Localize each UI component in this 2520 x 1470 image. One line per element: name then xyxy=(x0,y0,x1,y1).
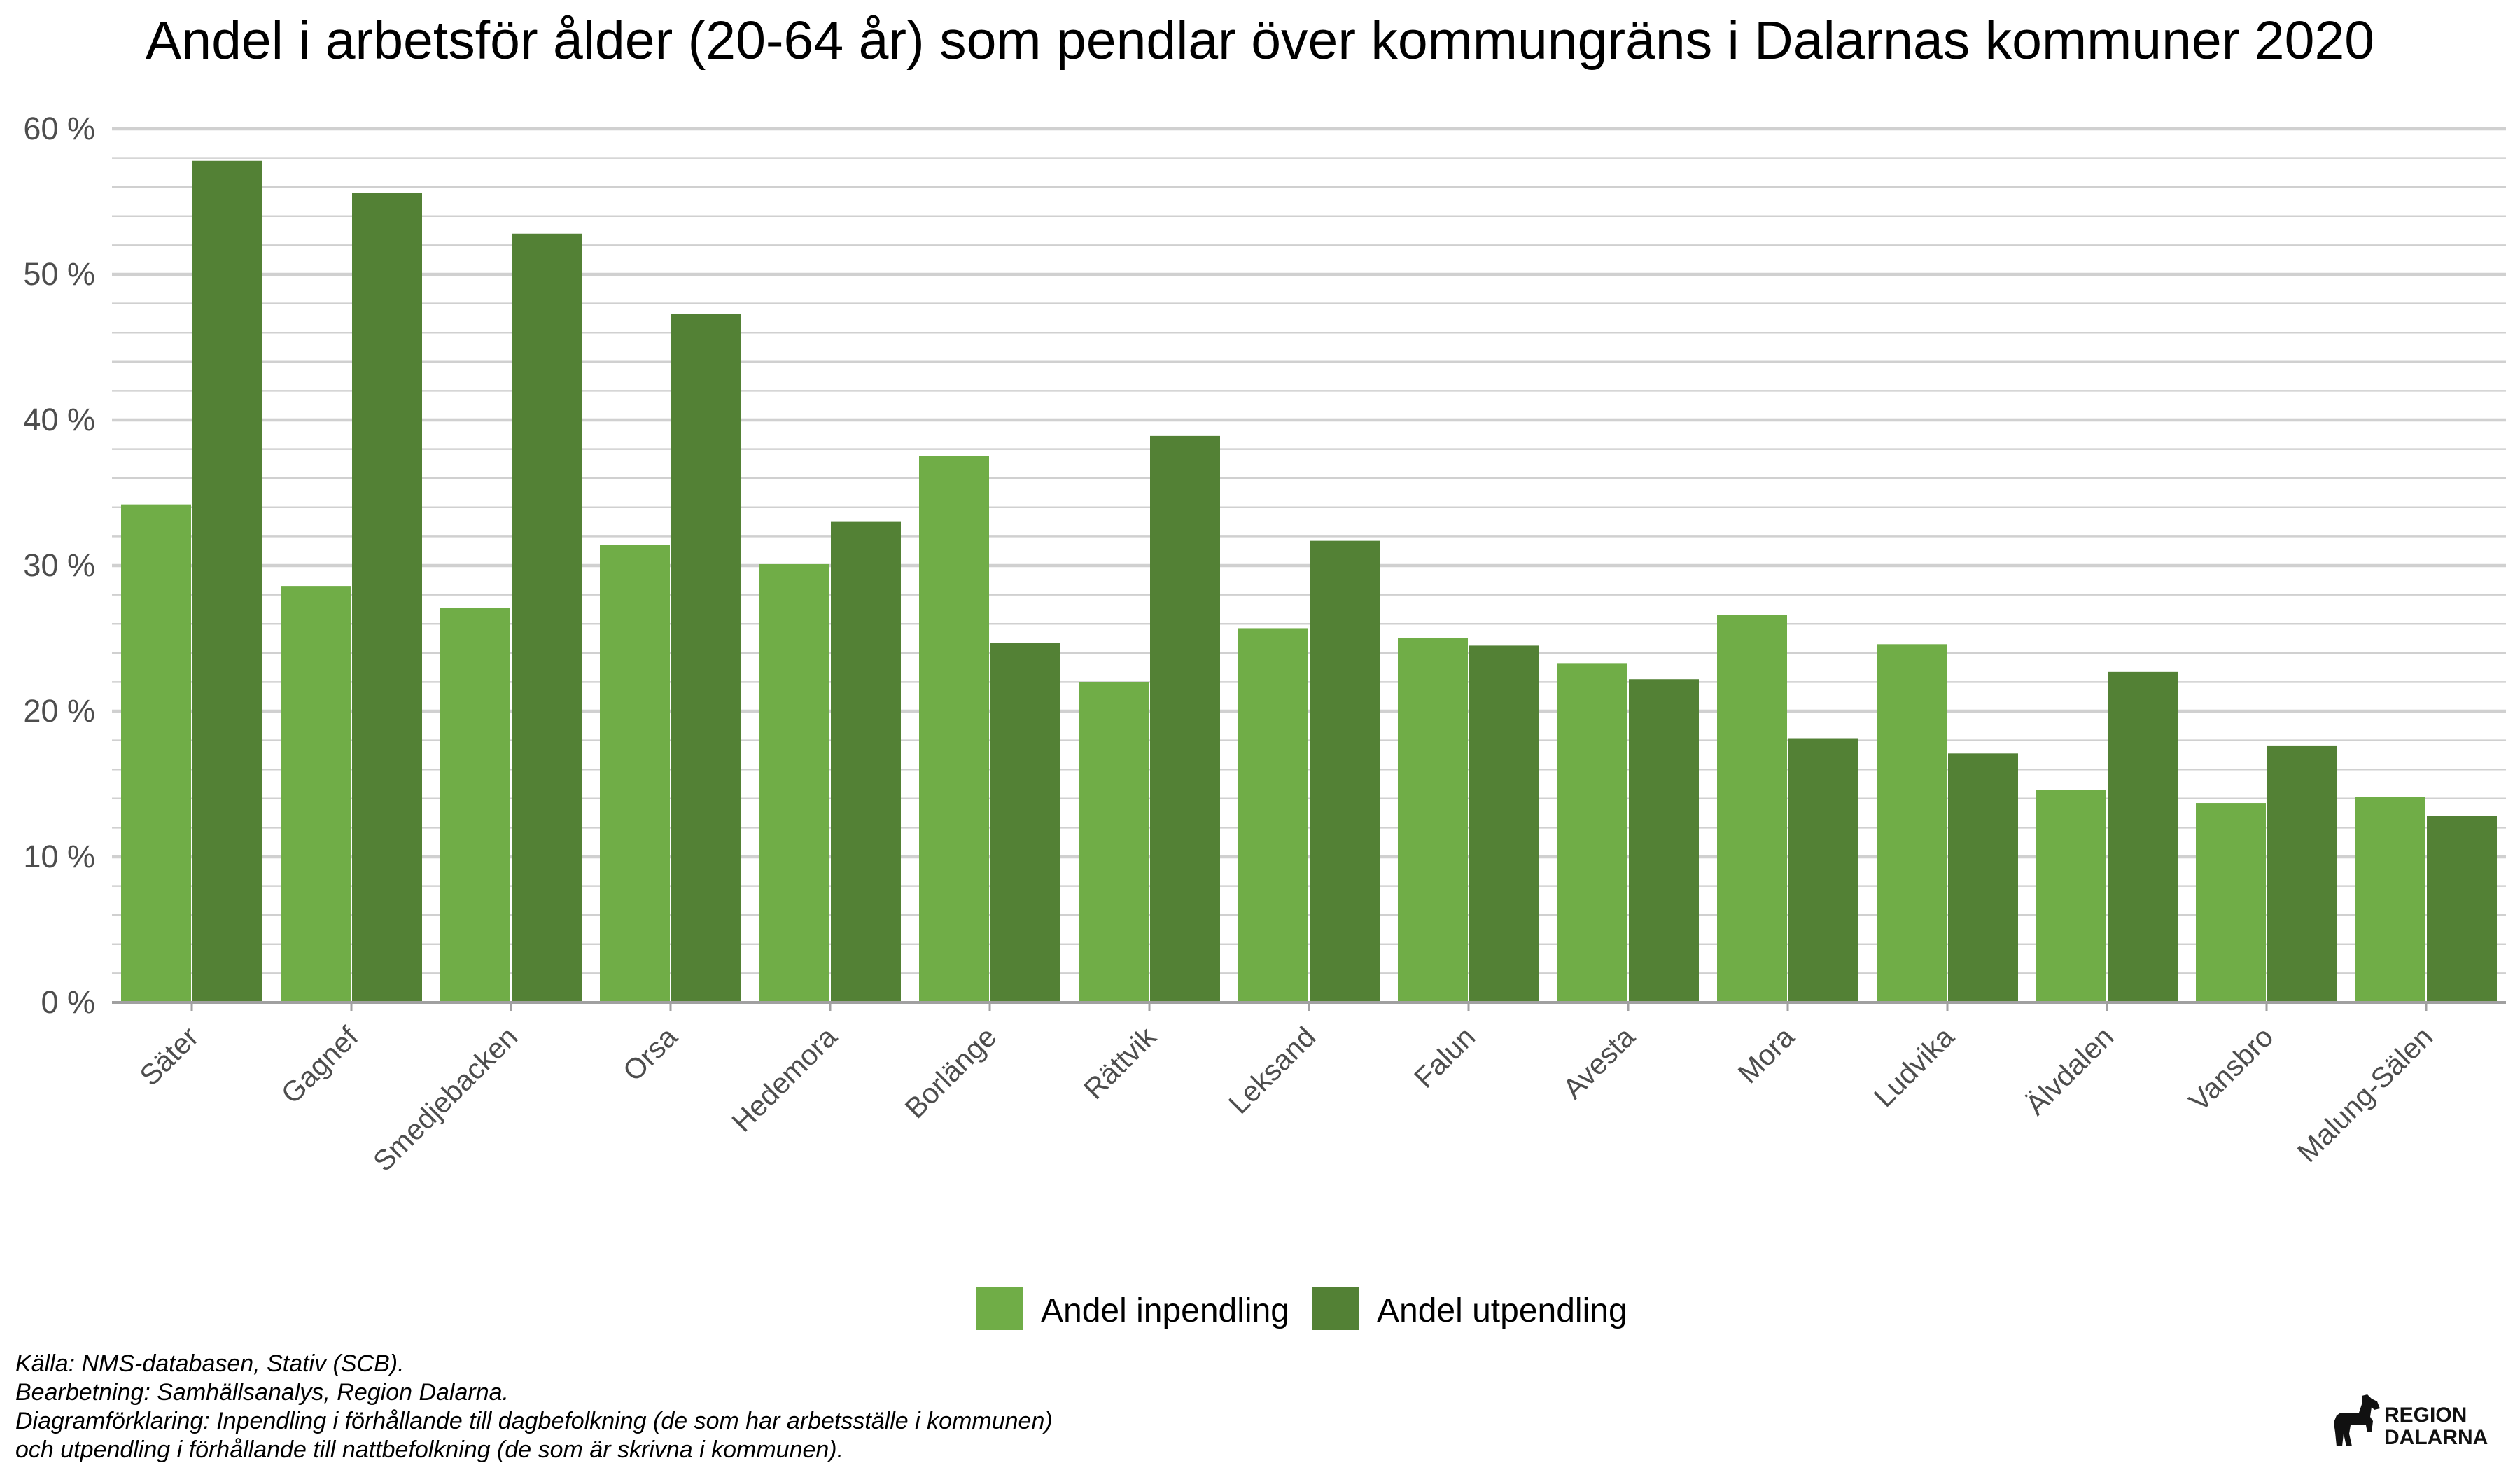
y-tick-label: 50 % xyxy=(23,256,95,292)
legend-label-inpendling: Andel inpendling xyxy=(1041,1292,1289,1329)
x-tick-label: Orsa xyxy=(617,1021,683,1087)
bar-inpendling xyxy=(440,608,510,1002)
chart-title: Andel i arbetsför ålder (20-64 år) som p… xyxy=(145,10,2375,71)
bar-utpendling xyxy=(2267,746,2337,1002)
legend-label-utpendling: Andel utpendling xyxy=(1377,1292,1628,1329)
bar-inpendling xyxy=(2356,797,2426,1002)
bar-inpendling xyxy=(121,504,191,1002)
bar-chart: 0 % 10 % 20 % 30 % 40 % 50 % 60 % Säter Gagnef Sm… xyxy=(23,111,2506,1330)
bar-inpendling xyxy=(281,586,351,1002)
x-tick-label: Mora xyxy=(1732,1021,1801,1090)
legend-swatch-inpendling xyxy=(976,1287,1023,1330)
x-tick-label: Avesta xyxy=(1557,1021,1642,1105)
bars xyxy=(121,160,2497,1002)
bar-utpendling xyxy=(512,233,582,1002)
y-tick-label: 10 % xyxy=(23,839,95,874)
bar-utpendling xyxy=(192,160,262,1002)
region-dalarna-logo: REGION DALARNA xyxy=(2331,1393,2506,1463)
bar-inpendling xyxy=(760,564,830,1002)
x-tick-label: Älvdalen xyxy=(2019,1021,2120,1121)
bar-utpendling xyxy=(1310,540,1380,1002)
x-tick-label: Leksand xyxy=(1222,1021,1322,1120)
bar-inpendling xyxy=(2196,803,2266,1002)
x-tick-label: Malung-Sälen xyxy=(2291,1021,2439,1168)
bar-inpendling xyxy=(1238,628,1308,1002)
bar-inpendling xyxy=(2036,790,2106,1002)
x-tick-label: Hedemora xyxy=(725,1021,843,1138)
bar-inpendling xyxy=(1398,638,1468,1002)
y-tick-label: 0 % xyxy=(41,984,95,1020)
x-tick-label: Vansbro xyxy=(2183,1021,2279,1117)
logo-line1: REGION xyxy=(2384,1404,2468,1427)
x-tick-label: Borlänge xyxy=(899,1021,1003,1125)
bar-inpendling xyxy=(1717,615,1787,1002)
bar-utpendling xyxy=(831,522,901,1002)
bar-utpendling xyxy=(1948,753,2018,1002)
bar-utpendling xyxy=(1629,679,1699,1002)
bar-inpendling xyxy=(1877,644,1947,1002)
logo-line2: DALARNA xyxy=(2384,1426,2488,1449)
bar-utpendling xyxy=(990,643,1060,1002)
bar-utpendling xyxy=(671,314,741,1002)
x-tick-label: Säter xyxy=(134,1021,205,1092)
y-tick-label: 30 % xyxy=(23,547,95,583)
explanation-note-line2: och utpendling i förhållande till nattbe… xyxy=(15,1436,844,1463)
processing-note: Bearbetning: Samhällsanalys, Region Dala… xyxy=(15,1379,509,1406)
bar-inpendling xyxy=(919,456,989,1002)
x-tick-label: Rättvik xyxy=(1077,1020,1162,1105)
bar-utpendling xyxy=(352,192,422,1002)
grid-lines xyxy=(112,127,2506,974)
bar-utpendling xyxy=(2108,671,2178,1002)
legend: Andel inpendling Andel utpendling xyxy=(976,1287,1628,1330)
chart-notes: Källa: NMS-databasen, Stativ (SCB). Bear… xyxy=(15,1350,1053,1464)
explanation-note-line1: Diagramförklaring: Inpendling i förhålla… xyxy=(15,1408,1053,1434)
x-tick-label: Gagnef xyxy=(275,1020,365,1110)
x-tick-label: Falun xyxy=(1408,1021,1481,1094)
bar-utpendling xyxy=(1469,645,1539,1002)
y-tick-label: 20 % xyxy=(23,693,95,729)
source-note: Källa: NMS-databasen, Stativ (SCB). xyxy=(15,1350,405,1377)
x-tick-label: Ludvika xyxy=(1868,1021,1961,1114)
bar-utpendling xyxy=(1150,435,1220,1002)
bar-inpendling xyxy=(1558,663,1628,1002)
legend-swatch-utpendling xyxy=(1312,1287,1359,1330)
x-tick-label: Smedjebacken xyxy=(367,1021,524,1177)
bar-inpendling xyxy=(600,545,670,1002)
bar-utpendling xyxy=(1788,738,1858,1002)
y-tick-label: 60 % xyxy=(23,111,95,146)
dala-horse-icon xyxy=(2334,1394,2380,1446)
bar-inpendling xyxy=(1079,682,1149,1002)
y-tick-label: 40 % xyxy=(23,402,95,438)
bar-utpendling xyxy=(2427,816,2497,1002)
